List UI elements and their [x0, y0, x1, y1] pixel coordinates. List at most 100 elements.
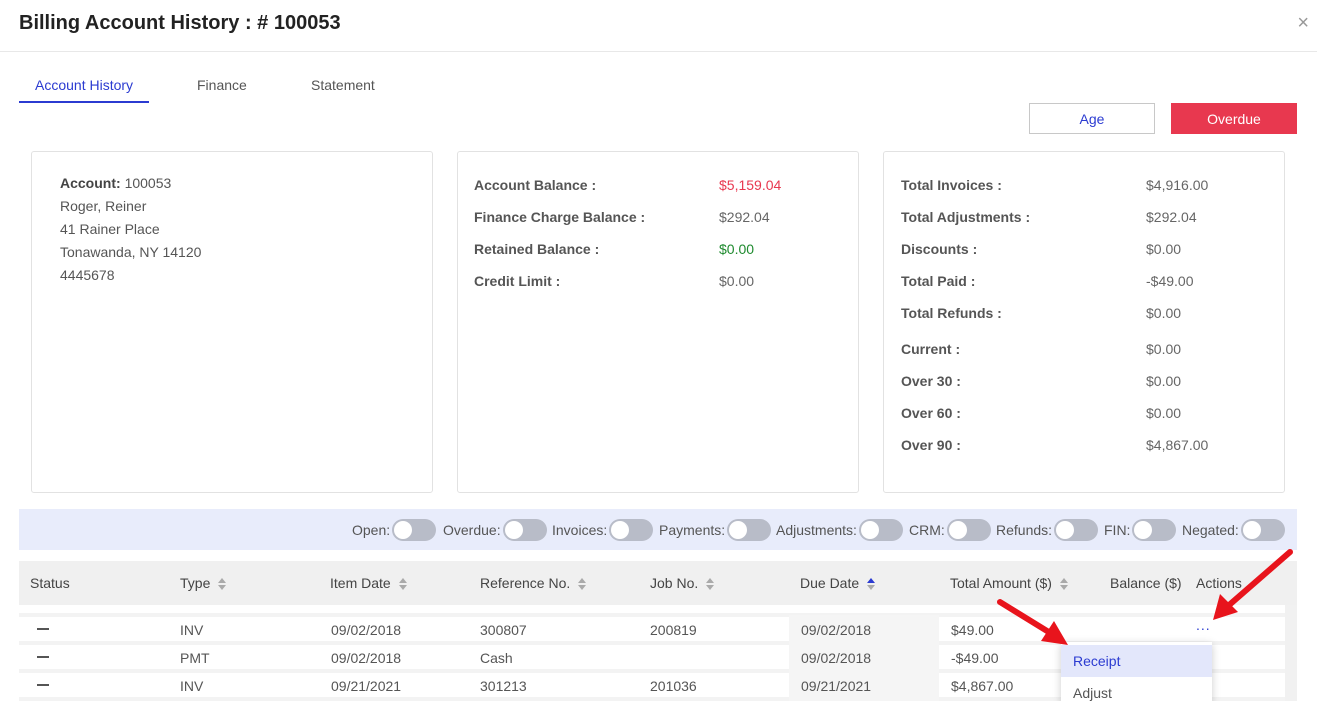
column-header-actions: Actions: [1196, 575, 1242, 591]
column-header-type[interactable]: Type: [180, 575, 227, 591]
totals-label: Current :: [901, 341, 961, 357]
fin-toggle[interactable]: [1132, 519, 1177, 541]
account-street: 41 Rainer Place: [60, 221, 160, 237]
filter-label: CRM:: [909, 522, 945, 538]
column-header-balance[interactable]: Balance ($): [1110, 575, 1182, 591]
totals-value: $0.00: [1146, 405, 1182, 421]
menu-item-adjust[interactable]: Adjust: [1073, 685, 1112, 701]
modal-title: Billing Account History : # 100053: [19, 12, 341, 34]
totals-label: Over 90 :: [901, 437, 961, 453]
cell-reference: 301213: [480, 678, 527, 694]
account-label: Account:: [60, 175, 121, 191]
account-info-card: Account: 100053 Roger, Reiner 41 Rainer …: [31, 151, 433, 493]
totals-value: $0.00: [1146, 373, 1182, 389]
totals-label: Total Paid :: [901, 273, 976, 289]
sort-icon: [578, 578, 587, 591]
column-header-status[interactable]: Status: [30, 575, 70, 591]
filter-label: Open:: [352, 522, 391, 538]
balance-label: Retained Balance :: [474, 241, 600, 257]
column-label: Status: [30, 575, 70, 591]
totals-label: Total Invoices :: [901, 177, 1002, 193]
column-label: Type: [180, 575, 211, 591]
balances-card: Account Balance : $5,159.04 Finance Char…: [457, 151, 859, 493]
filter-refunds: Refunds:: [996, 519, 1099, 541]
filter-label: Negated:: [1182, 522, 1239, 538]
column-header-due-date[interactable]: Due Date: [800, 575, 876, 591]
filter-label: Invoices:: [552, 522, 608, 538]
filter-label: FIN:: [1104, 522, 1131, 538]
tab-statement[interactable]: Statement: [311, 77, 375, 93]
totals-label: Over 30 :: [901, 373, 961, 389]
filter-label: Adjustments:: [776, 522, 857, 538]
column-header-total-amount[interactable]: Total Amount ($): [950, 575, 1068, 591]
row-divider: [19, 669, 1285, 673]
filter-invoices: Invoices:: [552, 519, 654, 541]
filter-crm: CRM:: [909, 519, 991, 541]
column-label: Balance ($): [1110, 575, 1182, 591]
refunds-toggle[interactable]: [1054, 519, 1099, 541]
open-toggle[interactable]: [392, 519, 437, 541]
filter-open: Open:: [352, 519, 437, 541]
cell-item-date: 09/21/2021: [331, 678, 402, 694]
column-header-job[interactable]: Job No.: [650, 575, 715, 591]
sort-icon: [706, 578, 715, 591]
cell-total: $49.00: [951, 622, 994, 638]
sort-icon: [1059, 578, 1068, 591]
row-divider: [19, 613, 1285, 617]
cell-reference: Cash: [480, 650, 513, 666]
crm-toggle[interactable]: [946, 519, 991, 541]
age-button[interactable]: Age: [1029, 103, 1155, 134]
row-actions-button[interactable]: ...: [1196, 617, 1211, 633]
overdue-toggle[interactable]: [502, 519, 547, 541]
totals-label: Total Refunds :: [901, 305, 1002, 321]
filter-negated: Negated:: [1182, 519, 1285, 541]
column-label: Item Date: [330, 575, 391, 591]
menu-item-receipt[interactable]: Receipt: [1061, 645, 1212, 677]
filter-adjustments: Adjustments:: [776, 519, 903, 541]
cell-item-date: 09/02/2018: [331, 622, 402, 638]
account-balance-value: $5,159.04: [719, 177, 782, 193]
adjustments-toggle[interactable]: [858, 519, 903, 541]
retained-balance-value: $0.00: [719, 241, 755, 257]
filter-payments: Payments:: [659, 519, 772, 541]
column-label: Due Date: [800, 575, 860, 591]
balance-label: Account Balance :: [474, 177, 597, 193]
cell-total: $4,867.00: [951, 678, 1014, 694]
filter-label: Payments:: [659, 522, 726, 538]
cell-job: 200819: [650, 622, 697, 638]
account-address: Account: 100053 Roger, Reiner 41 Rainer …: [60, 172, 201, 287]
filter-label: Refunds:: [996, 522, 1053, 538]
finance-charge-value: $292.04: [719, 209, 770, 225]
balance-label: Finance Charge Balance :: [474, 209, 646, 225]
totals-label: Discounts :: [901, 241, 978, 257]
negated-toggle[interactable]: [1240, 519, 1285, 541]
totals-label: Over 60 :: [901, 405, 961, 421]
cell-total: -$49.00: [951, 650, 999, 666]
totals-value: -$49.00: [1146, 273, 1194, 289]
status-dash: [37, 656, 49, 658]
invoices-toggle[interactable]: [609, 519, 654, 541]
close-icon[interactable]: ×: [1297, 12, 1309, 34]
row-divider: [19, 641, 1285, 645]
payments-toggle[interactable]: [727, 519, 772, 541]
totals-value: $0.00: [1146, 241, 1182, 257]
tab-finance[interactable]: Finance: [197, 77, 247, 93]
totals-value: $4,867.00: [1146, 437, 1209, 453]
overdue-button[interactable]: Overdue: [1171, 103, 1297, 134]
totals-card: Total Invoices : $4,916.00 Total Adjustme…: [883, 151, 1285, 493]
tab-account-history[interactable]: Account History: [35, 77, 134, 93]
balance-label: Credit Limit :: [474, 273, 561, 289]
column-header-reference[interactable]: Reference No.: [480, 575, 587, 591]
column-header-item-date[interactable]: Item Date: [330, 575, 407, 591]
account-number: 100053: [124, 175, 172, 191]
totals-value: $4,916.00: [1146, 177, 1209, 193]
cell-type: INV: [180, 622, 204, 638]
cell-job: 201036: [650, 678, 697, 694]
cell-due-date: 09/21/2021: [801, 678, 872, 694]
table-scrollbar[interactable]: [1285, 605, 1297, 701]
column-label: Job No.: [650, 575, 699, 591]
filter-bar: Open: Overdue: Invoices: Payments: Adjus…: [19, 509, 1297, 550]
cell-type: PMT: [180, 650, 210, 666]
sort-ascending-icon: [867, 578, 876, 591]
column-label: Reference No.: [480, 575, 571, 591]
